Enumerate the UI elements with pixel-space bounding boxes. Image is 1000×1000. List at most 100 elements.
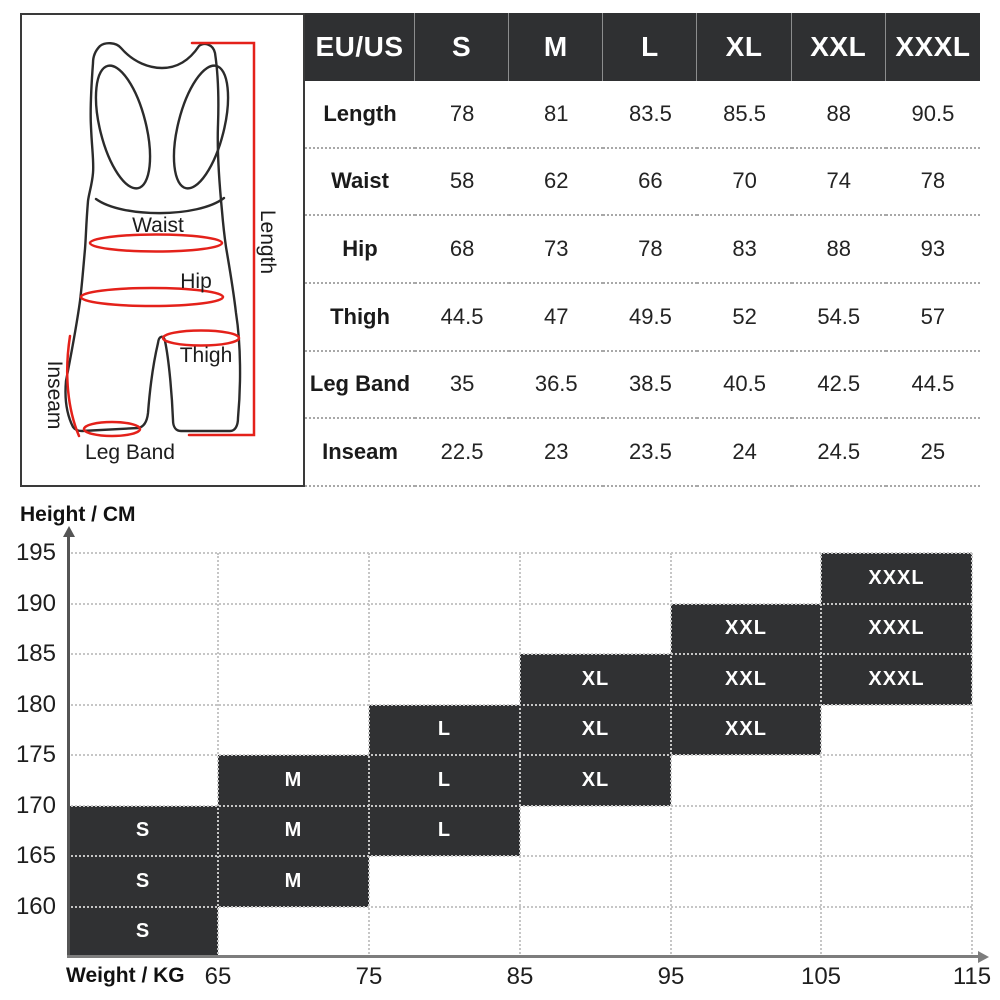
cell-waist-xl: 70 xyxy=(697,149,792,217)
col-header-euus: EU/US xyxy=(305,13,415,81)
y-tick-label: 170 xyxy=(15,791,56,819)
x-tick-label: 115 xyxy=(952,963,992,990)
col-header-xxxl: XXXL xyxy=(885,13,980,81)
row-label-legband: Leg Band xyxy=(305,352,415,420)
x-tick-label: 95 xyxy=(657,963,685,990)
hip-label: Hip xyxy=(180,270,212,293)
cell-waist-xxl: 74 xyxy=(791,149,886,217)
x-axis-line xyxy=(67,955,982,958)
gridline-vertical xyxy=(519,553,521,957)
size-cell-xl: XL xyxy=(520,704,671,755)
cell-legband-xl: 40.5 xyxy=(697,352,792,420)
x-tick-label: 75 xyxy=(355,963,383,990)
cell-inseam-xl: 24 xyxy=(697,419,792,487)
garment-outline xyxy=(64,42,242,433)
y-tick-label: 185 xyxy=(15,640,56,667)
bib-front-scoop xyxy=(94,196,226,215)
x-tick-label: 85 xyxy=(506,963,534,990)
cell-inseam-l: 23.5 xyxy=(603,419,698,487)
row-label-waist: Waist xyxy=(305,149,415,217)
legband-label: Leg Band xyxy=(85,441,175,464)
size-table: EU/US S M L XL XXL XXXL Length 78 81 83.… xyxy=(305,13,980,487)
size-cell-xxl: XXL xyxy=(671,654,821,705)
cell-length-s: 78 xyxy=(415,81,510,149)
cell-legband-xxl: 42.5 xyxy=(791,352,886,420)
cell-legband-l: 38.5 xyxy=(603,352,698,420)
gridline-vertical xyxy=(670,553,672,957)
length-label: Length xyxy=(256,210,279,274)
cell-thigh-m: 47 xyxy=(509,284,604,352)
size-cell-s: S xyxy=(68,856,218,907)
col-header-m: M xyxy=(509,13,604,81)
cell-length-l: 83.5 xyxy=(603,81,698,149)
cell-hip-l: 78 xyxy=(603,216,698,284)
cell-thigh-xl: 52 xyxy=(697,284,792,352)
gridline-vertical xyxy=(368,553,370,957)
size-cell-xxxl: XXXL xyxy=(821,654,972,705)
cell-thigh-xxl: 54.5 xyxy=(791,284,886,352)
y-axis-arrow-icon xyxy=(62,526,75,537)
thigh-measure-ellipse xyxy=(161,329,241,347)
waist-measure-ellipse xyxy=(88,233,224,253)
size-cell-xxl: XXL xyxy=(671,704,821,755)
left-strap-armhole xyxy=(94,64,152,190)
size-cell-xl: XL xyxy=(520,654,671,705)
size-cell-l: L xyxy=(369,755,520,806)
size-cell-xl: XL xyxy=(520,755,671,806)
cell-waist-l: 66 xyxy=(603,149,698,217)
col-header-l: L xyxy=(603,13,698,81)
length-measure-line xyxy=(187,41,256,437)
y-axis-title: Height / CM xyxy=(20,503,136,526)
y-tick-label: 175 xyxy=(15,741,56,768)
size-cell-l: L xyxy=(369,805,520,856)
gridline-vertical xyxy=(971,553,973,957)
cell-hip-xxxl: 93 xyxy=(885,216,980,284)
row-label-hip: Hip xyxy=(305,216,415,284)
measurement-marks xyxy=(66,41,256,438)
cell-thigh-xxxl: 57 xyxy=(885,284,980,352)
inseam-label: Inseam xyxy=(43,361,66,430)
size-cell-m: M xyxy=(218,856,369,907)
bib-silhouette xyxy=(64,42,242,433)
diagram-labels: Waist Hip Thigh Leg Band Inseam Length xyxy=(43,210,279,464)
cell-length-xxl: 88 xyxy=(791,81,886,149)
row-label-inseam: Inseam xyxy=(305,419,415,487)
cell-thigh-s: 44.5 xyxy=(415,284,510,352)
hip-measure-ellipse xyxy=(79,286,225,308)
col-header-xxl: XXL xyxy=(791,13,886,81)
size-cell-m: M xyxy=(218,755,369,806)
size-cell-s: S xyxy=(68,805,218,856)
size-cell-l: L xyxy=(369,704,520,755)
cell-legband-m: 36.5 xyxy=(509,352,604,420)
x-tick-label: 105 xyxy=(800,963,842,990)
thigh-label: Thigh xyxy=(180,344,233,367)
legband-measure-ellipse xyxy=(82,420,142,438)
y-tick-label: 190 xyxy=(15,589,56,617)
cell-waist-xxxl: 78 xyxy=(885,149,980,217)
row-label-thigh: Thigh xyxy=(305,284,415,352)
bib-shorts-sketch: Waist Hip Thigh Leg Band Inseam Length xyxy=(43,41,279,464)
cell-inseam-s: 22.5 xyxy=(415,419,510,487)
y-tick-label: 165 xyxy=(15,842,56,869)
cell-length-m: 81 xyxy=(509,81,604,149)
cell-legband-xxxl: 44.5 xyxy=(885,352,980,420)
size-cell-s: S xyxy=(68,906,218,957)
cell-hip-xl: 83 xyxy=(697,216,792,284)
right-strap-armhole xyxy=(172,64,230,190)
size-cell-xxxl: XXXL xyxy=(821,553,972,604)
cell-length-xxxl: 90.5 xyxy=(885,81,980,149)
y-tick-label: 195 xyxy=(15,539,56,566)
x-axis-title: Weight / KG xyxy=(66,964,185,987)
cell-waist-s: 58 xyxy=(415,149,510,217)
y-tick-label: 180 xyxy=(15,690,56,718)
gridline-vertical xyxy=(217,553,219,957)
cell-inseam-m: 23 xyxy=(509,419,604,487)
waist-label: Waist xyxy=(132,214,184,237)
cell-thigh-l: 49.5 xyxy=(603,284,698,352)
cell-waist-m: 62 xyxy=(509,149,604,217)
size-cell-xxxl: XXXL xyxy=(821,603,972,654)
gridline-vertical xyxy=(820,553,822,957)
cell-hip-s: 68 xyxy=(415,216,510,284)
cell-hip-xxl: 88 xyxy=(791,216,886,284)
y-axis-line xyxy=(67,536,70,957)
